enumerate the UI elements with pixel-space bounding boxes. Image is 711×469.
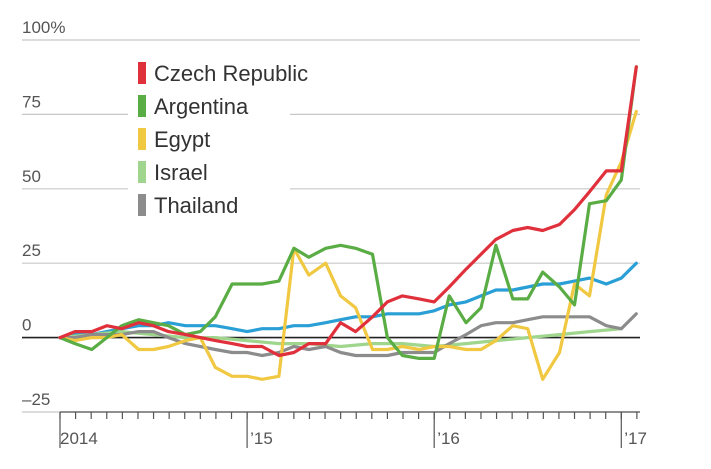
x-tick-label: ’17 [624, 429, 647, 448]
x-tick-label: ’15 [250, 429, 273, 448]
x-tick-label: ’16 [437, 429, 460, 448]
legend-label: Israel [154, 160, 208, 185]
y-tick-label: 50 [22, 167, 41, 186]
series-line-czech-republic [58, 65, 638, 358]
series-line-argentina [58, 65, 638, 360]
legend-background [128, 56, 290, 222]
series-lines [58, 65, 638, 381]
legend-swatch [138, 161, 146, 183]
x-tick-label: 2014 [60, 429, 98, 448]
legend-swatch [138, 194, 146, 216]
legend-label: Argentina [154, 94, 249, 119]
gridlines [22, 39, 640, 413]
legend-label: Egypt [154, 127, 210, 152]
series-line-egypt [58, 109, 638, 381]
x-axis: 2014 ’15 ’16 ’17 [59, 411, 647, 448]
series-line-israel [58, 327, 623, 349]
y-tick-label: 25 [22, 241, 41, 260]
y-tick-label: 100% [22, 18, 65, 37]
y-tick-label: 0 [22, 316, 31, 335]
legend-label: Czech Republic [154, 61, 308, 86]
legend-swatch [138, 128, 146, 150]
y-tick-label: 75 [22, 92, 41, 111]
series-line-thailand [58, 312, 638, 358]
legend-swatch [138, 62, 146, 84]
legend-swatch [138, 95, 146, 117]
legend-label: Thailand [154, 193, 238, 218]
y-tick-label: –25 [22, 390, 50, 409]
y-axis-tick-labels: –25 0 25 50 75 100% [22, 18, 65, 409]
legend: Czech Republic Argentina Egypt Israel Thaila… [128, 56, 308, 222]
